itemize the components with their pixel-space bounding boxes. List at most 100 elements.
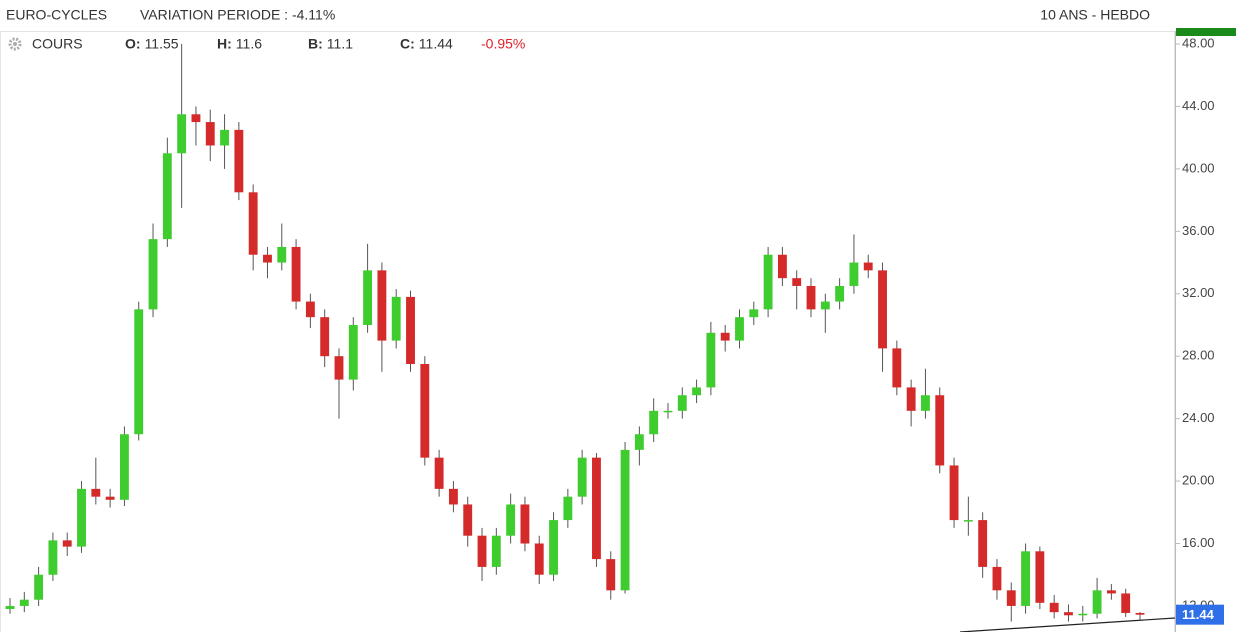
quote-label: B: bbox=[308, 36, 323, 52]
candle-body bbox=[806, 285, 816, 310]
candle-body bbox=[978, 520, 988, 567]
candle-body bbox=[348, 324, 358, 380]
candle-body bbox=[563, 496, 573, 521]
quote-value: 11.55 bbox=[145, 36, 179, 52]
chart-title: EURO-CYCLES bbox=[6, 7, 107, 23]
candle-body bbox=[105, 496, 115, 500]
candle-body bbox=[577, 457, 587, 497]
series-name: COURS bbox=[32, 36, 83, 52]
candle-body bbox=[1064, 612, 1073, 616]
y-tick-label: 36.00 bbox=[1182, 223, 1215, 238]
candle-body bbox=[491, 535, 501, 567]
candle-body bbox=[520, 504, 530, 544]
candle-body bbox=[835, 285, 845, 302]
candle-body bbox=[234, 129, 244, 193]
y-tick-label: 28.00 bbox=[1182, 348, 1215, 363]
last-price-box bbox=[1176, 604, 1224, 625]
candle-body bbox=[91, 488, 101, 497]
candle-body bbox=[677, 395, 687, 411]
candle-body bbox=[1078, 613, 1088, 616]
candle-body bbox=[477, 535, 487, 567]
candle-body bbox=[134, 309, 144, 435]
candle-body bbox=[420, 363, 430, 458]
trend-line bbox=[959, 617, 1176, 632]
plot-frame bbox=[0, 31, 1175, 632]
y-tick-label: 20.00 bbox=[1182, 473, 1215, 488]
candle-body bbox=[334, 356, 344, 380]
candle-body bbox=[5, 605, 15, 610]
candle-body bbox=[620, 449, 630, 591]
candle-body bbox=[634, 434, 644, 450]
candle-body bbox=[863, 262, 873, 271]
last-price-label: 11.44 bbox=[1182, 607, 1215, 622]
quote-value: 11.1 bbox=[327, 36, 353, 52]
candle-body bbox=[706, 332, 716, 388]
candle-body bbox=[205, 122, 215, 146]
candle-body bbox=[448, 488, 458, 505]
candle-body bbox=[177, 114, 187, 154]
y-tick-label: 40.00 bbox=[1182, 160, 1215, 175]
change: -0.95% bbox=[481, 36, 525, 52]
candle-body bbox=[277, 246, 287, 263]
candle-body bbox=[606, 559, 616, 591]
candle-body bbox=[1092, 590, 1102, 614]
candle-body bbox=[1106, 590, 1116, 594]
candle-body bbox=[506, 504, 516, 536]
y-tick-label: 24.00 bbox=[1182, 410, 1215, 425]
candle-body bbox=[692, 387, 702, 396]
quote-label: C: bbox=[400, 36, 415, 52]
gear[interactable] bbox=[8, 37, 22, 51]
candle-body bbox=[406, 296, 415, 364]
candle-body bbox=[34, 574, 44, 600]
candle-body bbox=[463, 504, 473, 536]
candle-body bbox=[935, 395, 945, 466]
candle-body bbox=[191, 114, 201, 123]
period: 10 ANS - HEBDO bbox=[1040, 7, 1150, 23]
quote-value: 11.44 bbox=[419, 36, 453, 52]
candle-body bbox=[777, 254, 787, 279]
candle-body bbox=[1006, 590, 1016, 606]
gear-center bbox=[13, 42, 17, 46]
candle-body bbox=[921, 395, 930, 411]
candle-body bbox=[763, 254, 773, 310]
quote-label: O: bbox=[125, 36, 141, 52]
candle-body bbox=[949, 465, 959, 521]
candle-body bbox=[735, 317, 744, 341]
candle-body bbox=[77, 488, 86, 547]
candle-body bbox=[849, 262, 859, 286]
candle-body bbox=[906, 387, 916, 411]
chart-subtitle: VARIATION PERIODE : -4.11% bbox=[140, 7, 335, 23]
axis-marker bbox=[1176, 28, 1236, 36]
y-tick-label: 44.00 bbox=[1182, 98, 1215, 113]
candle-body bbox=[534, 543, 544, 575]
y-tick-label: 16.00 bbox=[1182, 535, 1215, 550]
candle-body bbox=[305, 301, 315, 318]
candle-body bbox=[878, 270, 887, 349]
candle-body bbox=[1135, 612, 1145, 615]
candle-body bbox=[434, 457, 444, 489]
candle-body bbox=[162, 153, 172, 240]
candle-body bbox=[649, 410, 659, 435]
candle-body bbox=[592, 457, 601, 560]
y-tick-label: 48.00 bbox=[1182, 35, 1215, 50]
candle-body bbox=[19, 599, 29, 606]
candle-body bbox=[549, 520, 558, 575]
candle-body bbox=[820, 301, 830, 310]
candle-body bbox=[263, 254, 272, 263]
candle-body bbox=[62, 540, 72, 547]
settings-icon[interactable] bbox=[8, 37, 22, 51]
candle-body bbox=[363, 270, 373, 325]
candle-body bbox=[1049, 602, 1059, 613]
candle-body bbox=[892, 348, 902, 388]
candle-body bbox=[963, 520, 973, 522]
candle-body bbox=[48, 540, 58, 575]
quote-label: H: bbox=[217, 36, 232, 52]
candle-body bbox=[220, 129, 229, 146]
y-tick-label: 32.00 bbox=[1182, 285, 1215, 300]
candle-body bbox=[1021, 551, 1031, 606]
candle-body bbox=[148, 239, 158, 310]
candle-body bbox=[119, 434, 129, 500]
candle-body bbox=[992, 566, 1002, 591]
